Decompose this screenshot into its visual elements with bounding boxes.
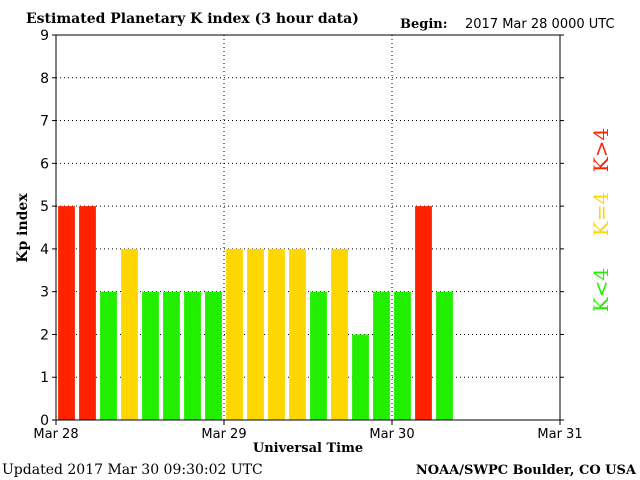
y-tick-label: 1 xyxy=(40,370,49,386)
begin-value: 2017 Mar 28 0000 UTC xyxy=(465,17,615,32)
kp-bar xyxy=(121,248,138,420)
x-axis-label: Universal Time xyxy=(253,441,363,456)
kp-bar xyxy=(373,291,390,420)
y-tick-label: 7 xyxy=(40,114,49,130)
updated-timestamp: Updated 2017 Mar 30 09:30:02 UTC xyxy=(2,462,263,478)
kp-bar xyxy=(184,291,201,420)
credit-text: NOAA/SWPC Boulder, CO USA xyxy=(416,463,637,478)
y-tick-label: 2 xyxy=(40,327,49,343)
kp-bar xyxy=(436,291,453,420)
kp-bar xyxy=(289,248,306,420)
y-axis-label: Kp index xyxy=(15,193,31,263)
kp-bar xyxy=(310,291,327,420)
kp-bar xyxy=(394,291,411,420)
chart-title: Estimated Planetary K index (3 hour data… xyxy=(26,11,359,27)
legend-high: K>4 xyxy=(589,128,613,172)
kp-bar xyxy=(268,248,285,420)
kp-bar xyxy=(163,291,180,420)
kp-bar xyxy=(247,248,264,420)
legend-mid: K=4 xyxy=(589,192,613,236)
kp-bar xyxy=(226,248,243,420)
kp-bar xyxy=(352,334,369,420)
x-ticks: Mar 28 Mar 29 Mar 30 Mar 31 xyxy=(33,420,583,442)
y-tick-label: 4 xyxy=(40,242,49,258)
kp-bar xyxy=(331,248,348,420)
x-tick-label: Mar 28 xyxy=(33,427,78,442)
y-tick-label: 0 xyxy=(40,413,49,429)
y-tick-label: 3 xyxy=(40,285,49,301)
y-tick-label: 9 xyxy=(40,28,49,44)
y-tick-label: 6 xyxy=(40,156,49,172)
y-ticks: 0 1 2 3 4 5 6 7 8 9 xyxy=(40,28,564,429)
y-tick-label: 5 xyxy=(40,199,49,215)
kp-bar xyxy=(58,206,75,420)
begin-label: Begin: xyxy=(400,17,448,32)
kp-bar xyxy=(415,206,432,420)
x-tick-label: Mar 31 xyxy=(537,427,582,442)
plot-frame xyxy=(55,34,561,421)
kp-bar xyxy=(100,291,117,420)
kp-bar xyxy=(79,206,96,420)
kp-bar xyxy=(205,291,222,420)
legend-low: K<4 xyxy=(589,268,613,312)
y-tick-label: 8 xyxy=(40,71,49,87)
x-tick-label: Mar 29 xyxy=(201,427,246,442)
x-tick-label: Mar 30 xyxy=(369,427,414,442)
bars xyxy=(58,206,453,420)
kp-bar xyxy=(142,291,159,420)
